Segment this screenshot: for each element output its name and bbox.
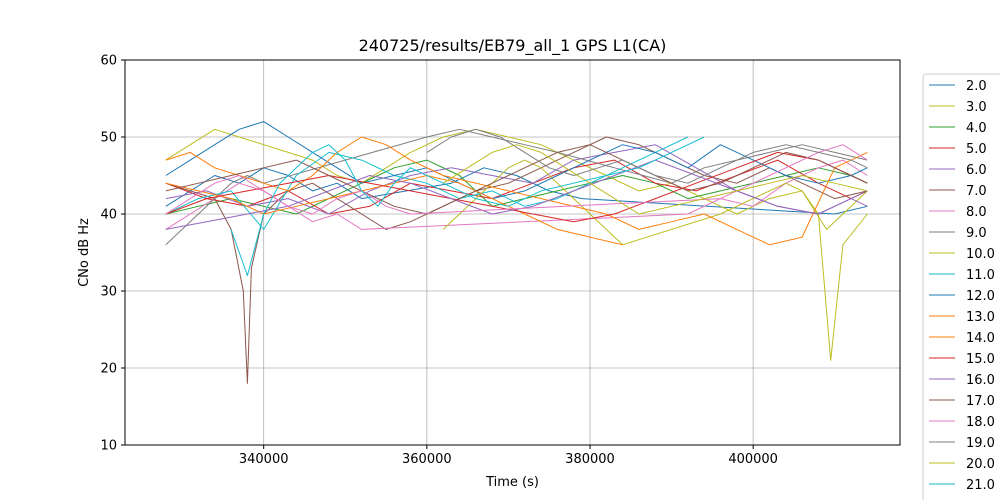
legend-label: 12.0 [966,289,995,304]
y-tick-label: 60 [100,54,117,69]
legend-label: 16.0 [966,373,995,388]
legend-label: 18.0 [966,415,995,430]
legend-label: 3.0 [966,100,987,115]
legend-label: 5.0 [966,142,987,157]
x-tick-label: 340000 [239,452,289,467]
x-tick-label: 400000 [728,452,778,467]
y-tick-label: 20 [100,362,117,377]
legend-label: 8.0 [966,205,987,220]
x-axis-label: Time (s) [485,475,539,490]
legend-label: 21.0 [966,478,995,493]
y-tick-label: 10 [100,439,117,454]
y-tick-label: 30 [100,285,117,300]
chart-title: 240725/results/EB79_all_1 GPS L1(CA) [359,36,667,56]
legend-box [922,73,1000,500]
legend-label: 15.0 [966,352,995,367]
legend-label: 9.0 [966,226,987,241]
series-line-11-0 [165,136,689,230]
series-line-13-0 [165,136,868,246]
y-tick-label: 40 [100,208,117,223]
series-line-9-0 [165,128,868,246]
axis-ticks: 340000 360000 380000 400000 10 20 30 40 50 60 [100,54,778,468]
series-group [165,121,868,384]
y-tick-label: 50 [100,131,117,146]
legend-label: 14.0 [966,331,995,346]
series-line-21-0 [230,136,705,277]
legend-label: 20.0 [966,457,995,472]
legend-label: 2.0 [966,79,987,94]
y-axis-label: CNo dB Hz [77,218,92,287]
legend-label: 4.0 [966,121,987,136]
legend: 2.0 3.0 4.0 5.0 6.0 7.0 8.0 9.0 10.0 11.0 12.0 13.0… [922,73,1000,500]
x-tick-label: 380000 [565,452,615,467]
series-line-19-0 [426,128,868,184]
series-line-15-0 [165,151,868,223]
series-line-20-0 [442,144,868,215]
plot-frame [124,59,901,446]
legend-label: 11.0 [966,268,995,283]
x-tick-label: 360000 [402,452,452,467]
legend-label: 17.0 [966,394,995,409]
legend-label: 6.0 [966,163,987,178]
legend-label: 13.0 [966,310,995,325]
series-line-10-0 [442,159,868,361]
series-line-17-0 [165,144,868,215]
legend-label: 19.0 [966,436,995,451]
legend-label: 10.0 [966,247,995,262]
legend-label: 7.0 [966,184,987,199]
